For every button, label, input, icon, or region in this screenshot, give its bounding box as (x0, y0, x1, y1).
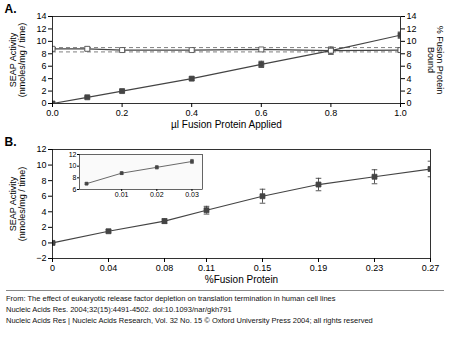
svg-text:0.08: 0.08 (156, 263, 174, 273)
svg-text:2: 2 (41, 86, 46, 96)
svg-text:10: 10 (69, 162, 77, 169)
svg-text:14: 14 (36, 11, 46, 21)
svg-text:0.27: 0.27 (422, 263, 440, 273)
svg-text:8: 8 (41, 176, 46, 186)
svg-text:0.23: 0.23 (366, 263, 384, 273)
svg-text:0.8: 0.8 (325, 108, 338, 118)
svg-text:8: 8 (407, 49, 412, 59)
html-text:Nucleic Acids Res. 2004;32(15): Nucleic Acids Res. 2004;32(15):4491-4502… (6, 304, 232, 314)
svg-text:SEAP Activity(nmoles/mg / time: SEAP Activity(nmoles/mg / time) (8, 23, 27, 98)
svg-text:12: 12 (36, 24, 46, 34)
svg-text:0.2: 0.2 (116, 108, 129, 118)
svg-text:0.01: 0.01 (115, 191, 129, 198)
svg-text:4: 4 (41, 207, 46, 217)
svg-text:0.04: 0.04 (100, 263, 118, 273)
svg-text:4: 4 (41, 74, 46, 84)
svg-text:10: 10 (36, 36, 46, 46)
svg-text:10: 10 (407, 36, 417, 46)
svg-text:% Fusion ProteinBound: % Fusion ProteinBound (426, 26, 445, 95)
svg-text:0: 0 (407, 98, 412, 108)
svg-text:0: 0 (50, 263, 55, 273)
svg-text:0.19: 0.19 (310, 263, 328, 273)
svg-text:0.6: 0.6 (255, 108, 268, 118)
svg-text:6: 6 (41, 191, 46, 201)
svg-text:6: 6 (41, 61, 46, 71)
svg-text:0.15: 0.15 (254, 263, 272, 273)
svg-text:8: 8 (41, 49, 46, 59)
svg-text:2: 2 (407, 86, 412, 96)
svg-text:0.11: 0.11 (198, 263, 215, 273)
svg-text:0: 0 (41, 238, 46, 248)
svg-text:A.: A. (5, 2, 17, 16)
svg-text:6: 6 (407, 61, 412, 71)
svg-text:SEAP Activity(nmoles/mg / time: SEAP Activity(nmoles/mg / time) (8, 167, 27, 242)
svg-text:0.02: 0.02 (150, 191, 164, 198)
svg-text:0.0: 0.0 (46, 108, 59, 118)
svg-text:0.03: 0.03 (185, 191, 199, 198)
svg-text:0: 0 (41, 98, 46, 108)
svg-text:4: 4 (407, 74, 412, 84)
svg-text:8: 8 (73, 174, 77, 181)
svg-text:%Fusion Protein: %Fusion Protein (205, 274, 278, 285)
svg-text:µl Fusion Protein Applied: µl Fusion Protein Applied (171, 119, 282, 130)
svg-text:2: 2 (41, 222, 46, 232)
html-text:Nucleic Acids Res | Nucleic Ac: Nucleic Acids Res | Nucleic Acids Resear… (6, 315, 373, 325)
html-text:From: The effect of eukaryotic: From: The effect of eukaryotic release f… (6, 294, 336, 303)
svg-text:12: 12 (69, 151, 77, 158)
svg-text:10: 10 (36, 160, 46, 170)
svg-text:6: 6 (73, 186, 77, 193)
svg-text:14: 14 (407, 11, 417, 21)
svg-text:−2: −2 (36, 253, 46, 263)
svg-text:0.4: 0.4 (185, 108, 198, 118)
svg-text:12: 12 (407, 24, 417, 34)
svg-text:B.: B. (5, 135, 17, 149)
svg-text:12: 12 (36, 144, 46, 154)
svg-text:1.0: 1.0 (394, 108, 407, 118)
